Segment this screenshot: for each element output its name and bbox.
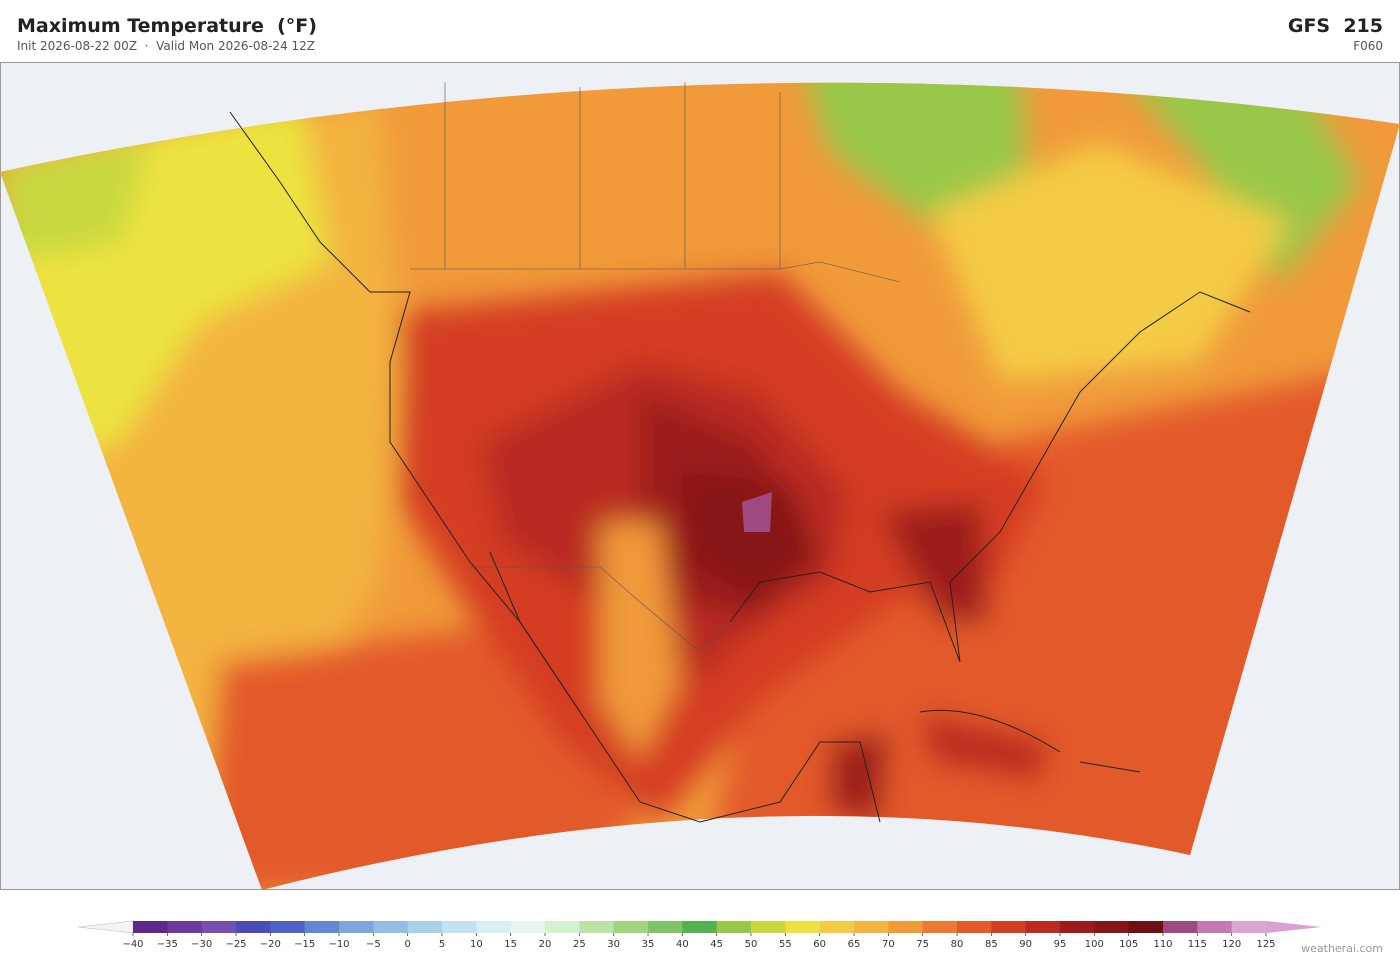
colorbar-bin: [957, 921, 992, 933]
model-name: GFS 215: [1287, 15, 1383, 37]
colorbar-bin: [682, 921, 718, 933]
colorbar-bin: [236, 921, 271, 933]
tick-label: 95: [1054, 939, 1067, 950]
colorbar-over: [1266, 921, 1321, 933]
tick-label: 125: [1256, 939, 1275, 950]
colorbar-bin: [510, 921, 546, 933]
tick-label: 5: [439, 939, 445, 950]
tick-label: 55: [779, 939, 792, 950]
tick-label: −35: [157, 939, 178, 950]
colorbar-bin: [751, 921, 786, 933]
tick-label: −30: [191, 939, 212, 950]
tick-label: 75: [916, 939, 929, 950]
tick-label: 45: [710, 939, 723, 950]
tick-label: 100: [1085, 939, 1104, 950]
colorbar-bin: [1094, 921, 1130, 933]
colorbar-bin: [1060, 921, 1095, 933]
colorbar-bin: [819, 921, 855, 933]
colorbar-bin: [167, 921, 203, 933]
tick-label: 115: [1188, 939, 1207, 950]
colorbar-bin: [476, 921, 512, 933]
tick-label: −10: [328, 939, 349, 950]
colorbar-bin: [1163, 921, 1198, 933]
colorbar-bin: [648, 921, 683, 933]
colorbar-bin: [201, 921, 237, 933]
colorbar-bin: [270, 921, 306, 933]
colorbar-bin: [991, 921, 1027, 933]
tick-label: 80: [951, 939, 964, 950]
colorbar-bin: [1231, 921, 1267, 933]
forecast-hour: F060: [1353, 39, 1383, 53]
colorbar-bin: [579, 921, 615, 933]
tick-label: −20: [260, 939, 281, 950]
colorbar-bin: [373, 921, 409, 933]
colorbar-bin: [888, 921, 924, 933]
tick-label: 30: [607, 939, 620, 950]
colorbar-bin: [785, 921, 821, 933]
tick-label: 105: [1119, 939, 1138, 950]
colorbar-bin: [442, 921, 477, 933]
tick-label: 20: [539, 939, 552, 950]
tick-label: 10: [470, 939, 483, 950]
colorbar-bin: [716, 921, 752, 933]
colorbar-bin: [339, 921, 374, 933]
tick-label: 40: [676, 939, 689, 950]
colorbar-bin: [922, 921, 958, 933]
colorbar-bin: [1128, 921, 1164, 933]
borders: [410, 82, 901, 653]
tick-label: −5: [366, 939, 381, 950]
run-info: Init 2026-08-22 00Z · Valid Mon 2026-08-…: [17, 39, 316, 53]
colorbar-bin: [854, 921, 889, 933]
colorbar-bin: [304, 921, 340, 933]
map: [0, 62, 1400, 890]
tick-label: 110: [1153, 939, 1172, 950]
colorbar: −40 −35 −30 −25 −20 −15 −10 −5 0 5 10 15 20 25 30 35 40 4…: [77, 920, 1321, 950]
tick-label: 35: [642, 939, 655, 950]
extreme-heat-area: [742, 492, 772, 532]
colorbar-bin: [133, 921, 168, 933]
colorbar-bin: [545, 921, 580, 933]
colorbar-under: [77, 920, 134, 934]
tick-label: 15: [504, 939, 517, 950]
tick-label: 70: [882, 939, 895, 950]
tick-label: 50: [745, 939, 758, 950]
credit: weatherai.com: [1301, 942, 1383, 955]
coastlines: [229, 111, 1251, 823]
tick-label: 65: [848, 939, 861, 950]
colorbar-bin: [613, 921, 649, 933]
map-title: Maximum Temperature (°F): [17, 15, 317, 37]
tick-label: −25: [225, 939, 246, 950]
tick-label: −15: [294, 939, 315, 950]
tick-label: 25: [573, 939, 586, 950]
tick-label: −40: [122, 939, 143, 950]
tick-label: 0: [404, 939, 410, 950]
tick-label: 90: [1019, 939, 1032, 950]
tick-label: 60: [813, 939, 826, 950]
tick-label: 120: [1222, 939, 1241, 950]
colorbar-bin: [1025, 921, 1061, 933]
tick-label: 85: [985, 939, 998, 950]
colorbar-bin: [407, 921, 443, 933]
colorbar-bin: [1197, 921, 1233, 933]
